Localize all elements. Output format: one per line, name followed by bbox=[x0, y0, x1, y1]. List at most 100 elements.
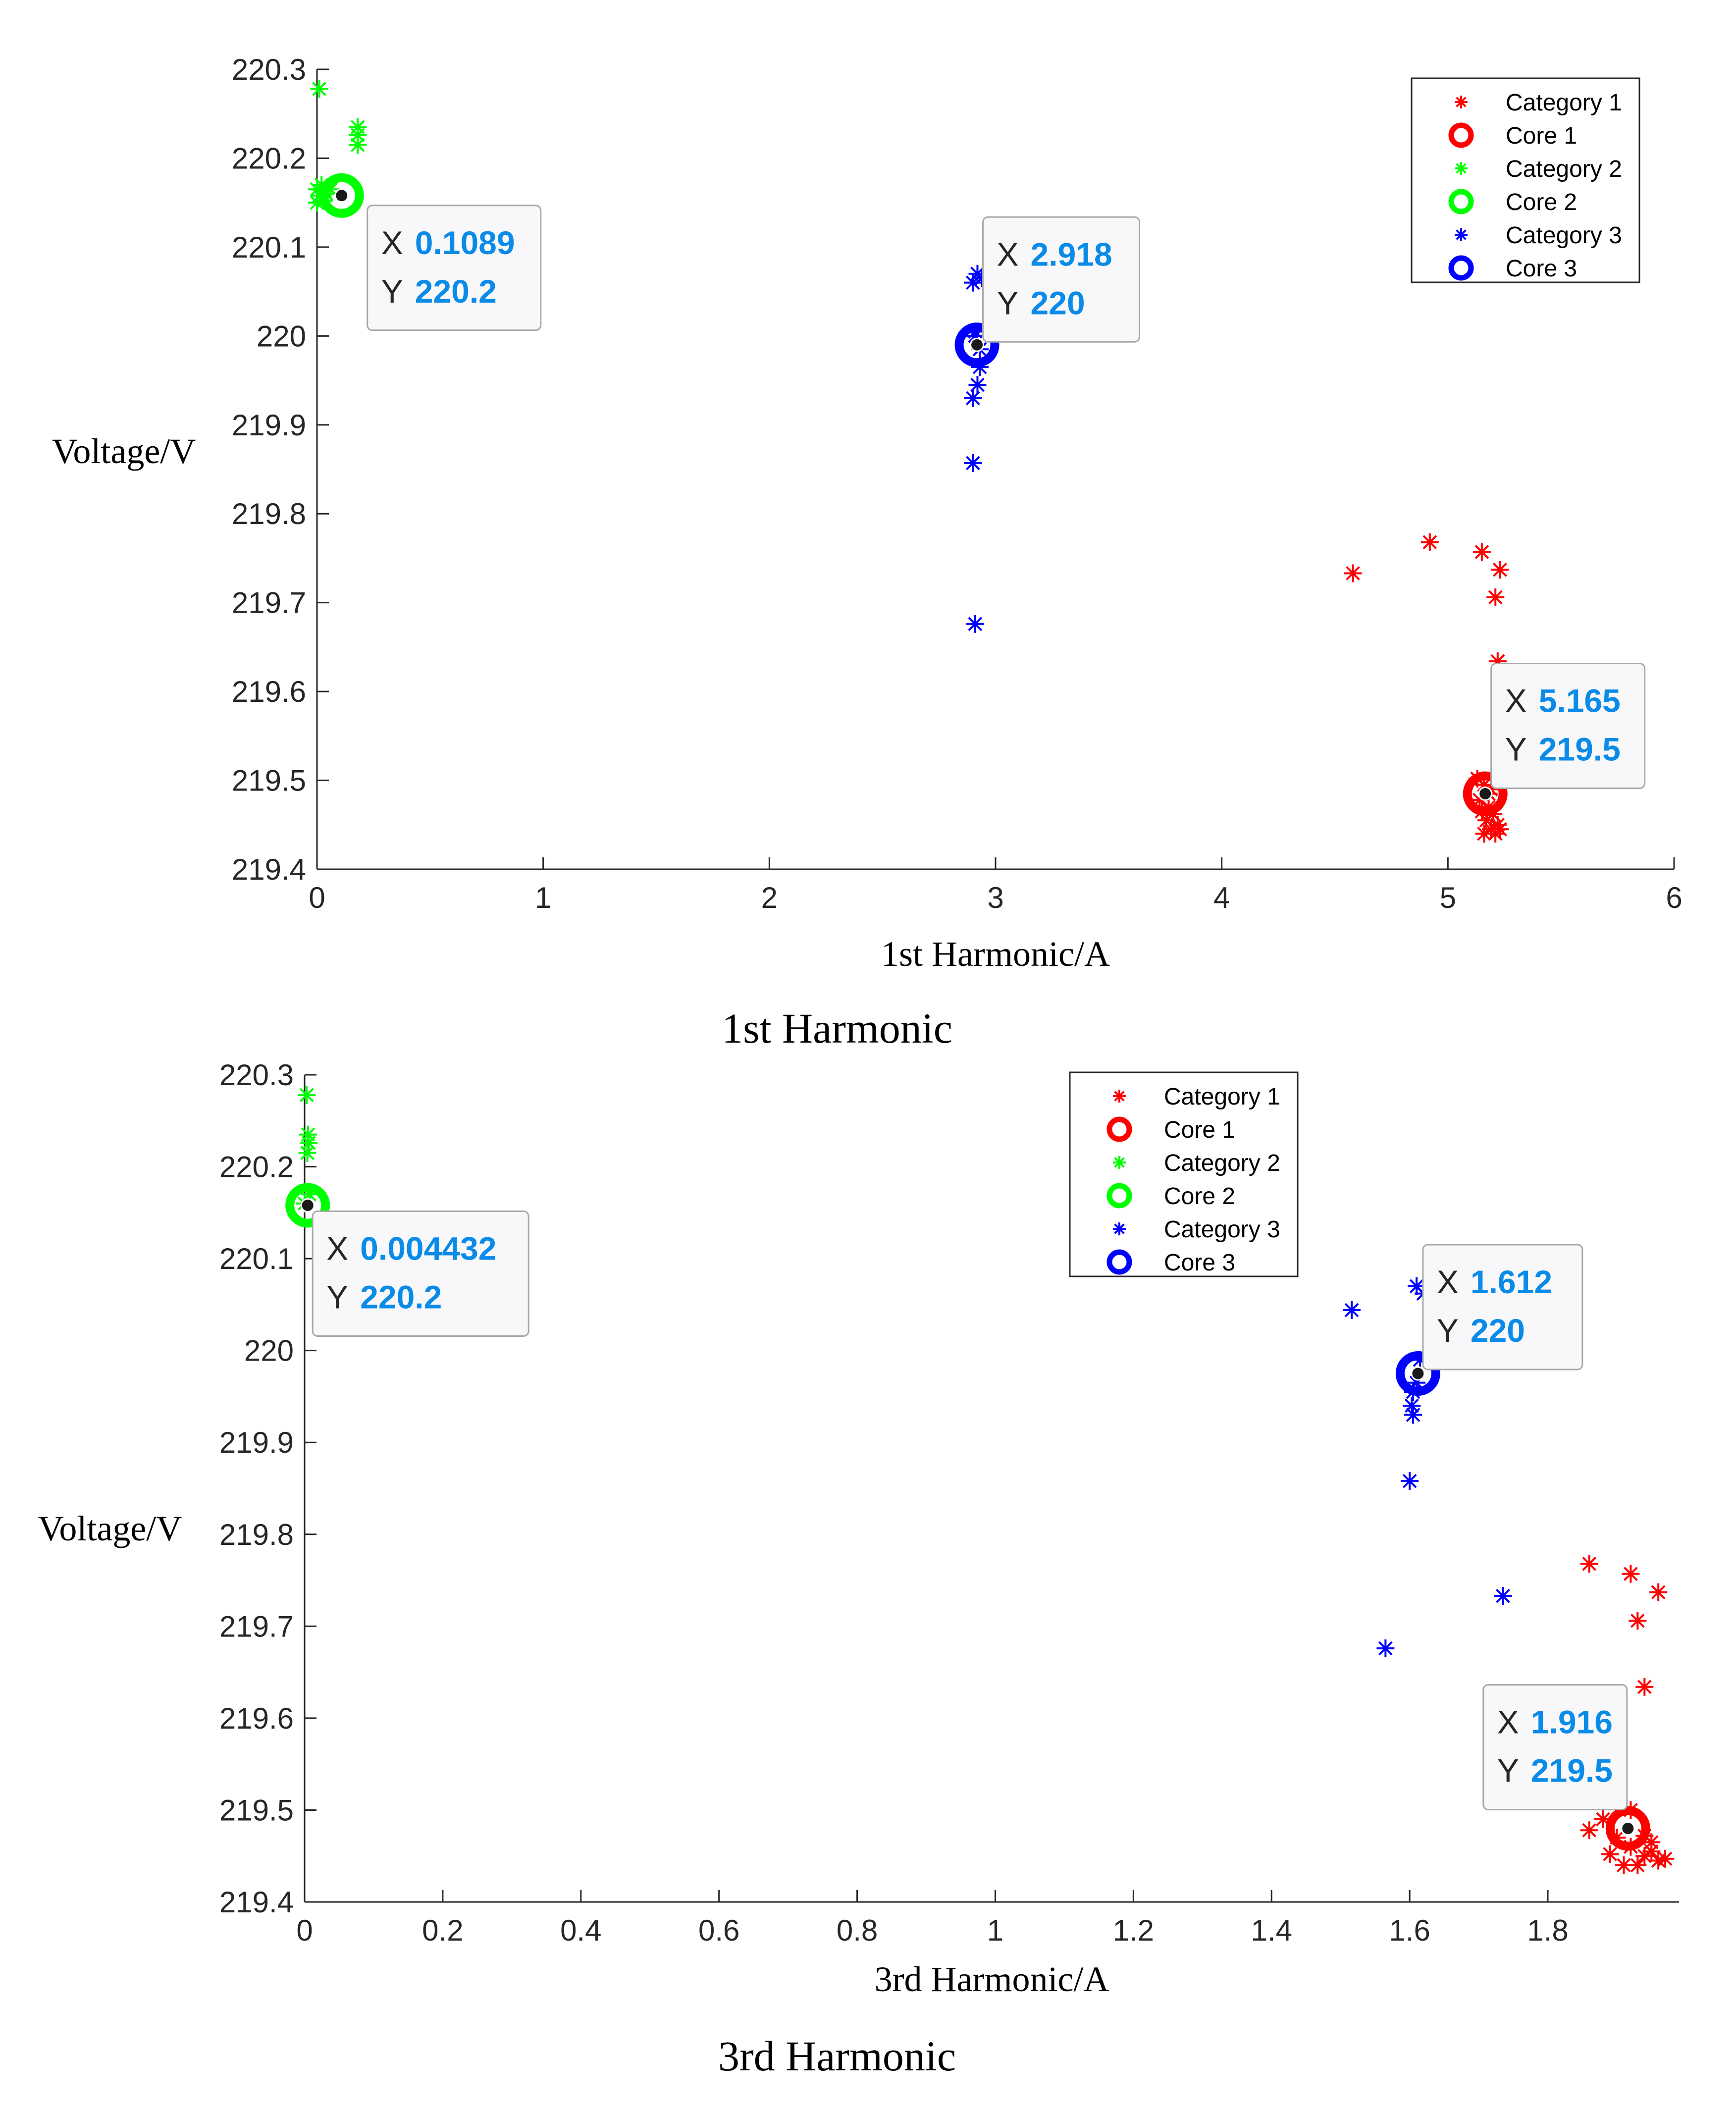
legend-entry-label: Core 2 bbox=[1506, 189, 1577, 215]
legend-asterisk-icon bbox=[1113, 1156, 1126, 1169]
y-tick-label: 219.4 bbox=[232, 853, 306, 886]
datatip-box bbox=[1422, 1244, 1583, 1371]
data-point-category-2 bbox=[300, 1185, 318, 1204]
x-tick-label: 0 bbox=[309, 881, 325, 914]
data-point-category-2 bbox=[349, 126, 367, 144]
figure-caption: 3rd Harmonic bbox=[718, 2032, 956, 2080]
x-tick-label: 0.6 bbox=[698, 1914, 739, 1947]
data-point-category-1 bbox=[1420, 533, 1439, 551]
legend-entry-label: Category 1 bbox=[1506, 90, 1622, 116]
data-point-category-1 bbox=[1594, 1810, 1612, 1828]
x-tick-label: 1 bbox=[535, 881, 551, 914]
datatip-y-key: Y bbox=[326, 1278, 348, 1315]
legend-box bbox=[1069, 1071, 1299, 1277]
x-tick-label: 0.8 bbox=[837, 1914, 878, 1947]
datatip-x-key: X bbox=[997, 236, 1019, 272]
y-axis-label: Voltage/V bbox=[38, 1509, 182, 1548]
data-point-category-1 bbox=[1491, 561, 1509, 579]
datatip: X 1.612 Y 220 bbox=[1411, 1244, 1583, 1381]
legend-box bbox=[1411, 77, 1640, 283]
x-tick-label: 1.8 bbox=[1527, 1914, 1568, 1947]
datatip-y-value: 219.5 bbox=[1539, 731, 1621, 767]
y-tick-label: 220.1 bbox=[232, 231, 306, 264]
data-point-category-3 bbox=[964, 389, 982, 407]
data-point-category-2 bbox=[310, 186, 328, 205]
legend-circle-icon bbox=[1106, 1183, 1132, 1209]
x-tick-label: 5 bbox=[1440, 881, 1456, 914]
x-axis-label: 1st Harmonic/A bbox=[881, 934, 1110, 974]
data-point-category-3 bbox=[1408, 1373, 1426, 1392]
data-point-category-1 bbox=[1601, 1845, 1619, 1863]
y-tick-label: 220.3 bbox=[232, 53, 306, 86]
y-tick-label: 219.4 bbox=[219, 1886, 294, 1919]
legend-circle-icon bbox=[1106, 1116, 1132, 1142]
data-point-category-1 bbox=[1486, 588, 1505, 606]
y-tick-label: 220 bbox=[244, 1334, 294, 1368]
chart-panel-2: 219.4 219.5 219.6 219.7 219.8 219.9 220 220.1 22… bbox=[38, 1058, 1679, 2080]
data-point-category-3 bbox=[1343, 1301, 1361, 1319]
legend-asterisk-icon bbox=[1113, 1090, 1126, 1103]
x-tick-label: 0.2 bbox=[422, 1914, 463, 1947]
data-point-category-1 bbox=[1635, 1678, 1654, 1696]
datatip-anchor-dot bbox=[970, 337, 985, 352]
y-tick-label: 219.6 bbox=[219, 1702, 294, 1735]
legend: Category 1 Core 1 Category 2 Core 2 Category… bbox=[1411, 77, 1640, 283]
y-tick-label: 219.5 bbox=[232, 764, 306, 797]
legend-entry-label: Core 1 bbox=[1164, 1117, 1235, 1143]
x-tick-label: 2 bbox=[761, 881, 778, 914]
datatip-box bbox=[1490, 662, 1646, 789]
data-point-category-2 bbox=[300, 1134, 318, 1152]
data-point-category-2 bbox=[298, 1086, 316, 1104]
legend-entry-label: Core 2 bbox=[1164, 1183, 1235, 1210]
datatip-y-key: Y bbox=[997, 284, 1019, 321]
y-tick-label: 219.8 bbox=[219, 1518, 294, 1551]
data-point-category-1 bbox=[1475, 776, 1493, 794]
legend-entry-label: Core 3 bbox=[1164, 1250, 1235, 1276]
data-point-category-1 bbox=[1344, 564, 1362, 582]
datatip-y-value: 220.2 bbox=[415, 273, 497, 310]
x-tick-label: 1 bbox=[987, 1914, 1003, 1947]
x-tick-label: 3 bbox=[987, 881, 1003, 914]
x-tick-label: 0 bbox=[296, 1914, 313, 1947]
data-point-category-3 bbox=[968, 376, 987, 394]
figure-caption: 1st Harmonic bbox=[722, 1004, 952, 1052]
datatip-box bbox=[982, 216, 1141, 343]
legend-entry-label: Category 3 bbox=[1506, 222, 1622, 249]
x-tick-label: 6 bbox=[1666, 881, 1682, 914]
x-tick-label: 1.4 bbox=[1251, 1914, 1292, 1947]
datatip-x-key: X bbox=[326, 1230, 348, 1266]
data-point-category-1 bbox=[1615, 1856, 1633, 1874]
datatip-anchor-dot bbox=[334, 188, 349, 203]
data-point-category-3 bbox=[964, 454, 982, 472]
core-marker-core-1 bbox=[1605, 1806, 1650, 1851]
data-point-category-2 bbox=[321, 180, 340, 199]
data-point-category-2 bbox=[349, 136, 367, 154]
data-point-category-1 bbox=[1635, 1847, 1654, 1865]
datatip: X 0.1089 Y 220.2 bbox=[334, 188, 542, 331]
datatip-x-value: 0.1089 bbox=[415, 224, 515, 261]
datatip-x-value: 0.004432 bbox=[360, 1230, 496, 1266]
legend-entry-label: Category 1 bbox=[1164, 1084, 1280, 1110]
y-axis-label: Voltage/V bbox=[52, 431, 196, 471]
core-marker-core-1 bbox=[1463, 771, 1508, 816]
datatip-box bbox=[312, 1210, 529, 1337]
datatip-x-key: X bbox=[381, 224, 403, 261]
data-point-category-3 bbox=[971, 358, 989, 376]
data-point-category-3 bbox=[1494, 1587, 1512, 1605]
legend-asterisk-icon bbox=[1455, 96, 1468, 108]
y-tick-label: 220.2 bbox=[219, 1151, 294, 1184]
datatip-x-value: 2.918 bbox=[1031, 236, 1112, 272]
chart-panel-1: 219.4219.5219.6219.7219.8219.9220220.122… bbox=[52, 53, 1683, 1052]
datatip: X 2.918 Y 220 bbox=[970, 216, 1141, 352]
core-marker-core-3 bbox=[1395, 1351, 1440, 1396]
x-tick-label: 1.6 bbox=[1389, 1914, 1430, 1947]
data-point-category-1 bbox=[1491, 820, 1509, 839]
datatip-anchor-dot bbox=[1478, 786, 1493, 801]
data-point-category-1 bbox=[1642, 1833, 1661, 1851]
legend-asterisk-icon bbox=[1113, 1222, 1126, 1235]
data-point-category-3 bbox=[1403, 1397, 1421, 1415]
data-point-category-3 bbox=[1376, 1639, 1395, 1657]
y-tick-label: 219.9 bbox=[219, 1426, 294, 1459]
legend-entry-label: Category 2 bbox=[1506, 156, 1622, 182]
